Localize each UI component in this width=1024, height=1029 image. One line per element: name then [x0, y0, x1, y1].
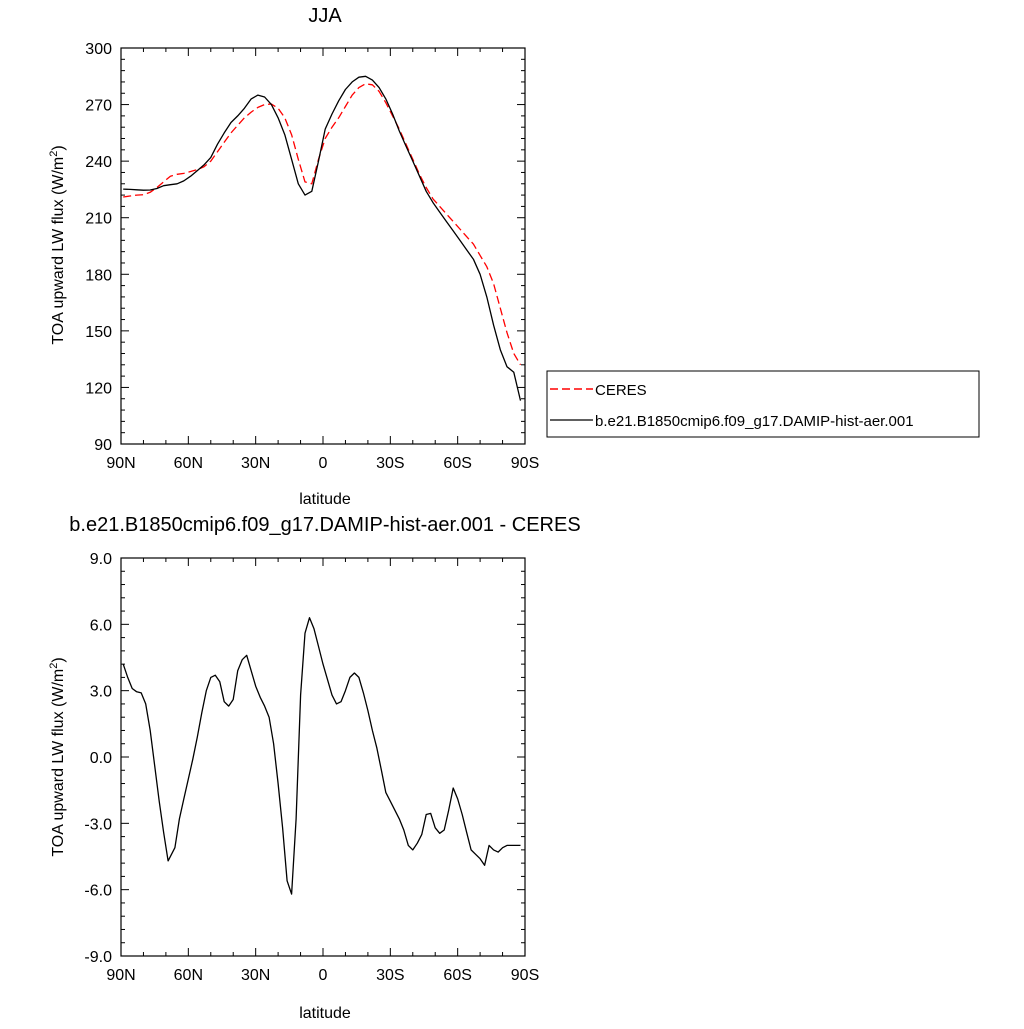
bottom-y-axis-label: TOA upward LW flux (W/m2)	[48, 657, 67, 856]
y-tick-label: 180	[85, 267, 112, 284]
y-tick-label: 240	[85, 154, 112, 171]
x-tick-label: 60N	[174, 455, 203, 472]
x-tick-label: 0	[319, 455, 328, 472]
x-tick-label: 30N	[241, 455, 270, 472]
legend-label-ceres: CERES	[595, 382, 647, 399]
top-panel: JJA 90N 60N 30N 0 30S 60S 90S 90 120 150 180 210 240…	[48, 5, 980, 508]
x-tick-label: 90N	[106, 967, 135, 984]
top-chart-title: JJA	[308, 5, 342, 27]
bottom-x-axis-label: latitude	[299, 1005, 351, 1022]
x-tick-label: 30S	[376, 967, 404, 984]
x-tick-label: 30N	[241, 967, 270, 984]
y-tick-label: -9.0	[84, 949, 112, 966]
y-tick-label: 9.0	[90, 551, 112, 568]
x-tick-label: 60N	[174, 967, 203, 984]
legend: CERES b.e21.B1850cmip6.f09_g17.DAMIP-his…	[546, 370, 980, 438]
bottom-plot-frame	[120, 557, 526, 957]
x-tick-label: 60S	[443, 455, 471, 472]
y-tick-label: 210	[85, 211, 112, 228]
x-tick-label: 90S	[511, 967, 539, 984]
x-tick-label: 90N	[106, 455, 135, 472]
series-line-model	[123, 75, 522, 401]
bottom-series-lines	[122, 617, 521, 895]
y-tick-label: -6.0	[84, 883, 112, 900]
y-tick-label: -3.0	[84, 816, 112, 833]
y-tick-label: 120	[85, 380, 112, 397]
x-tick-label: 0	[319, 967, 328, 984]
x-tick-label: 60S	[443, 967, 471, 984]
legend-label-model: b.e21.B1850cmip6.f09_g17.DAMIP-hist-aer.…	[595, 413, 914, 430]
y-tick-label: 150	[85, 324, 112, 341]
top-axis-ticks: 90N 60N 30N 0 30S 60S 90S 90 120 150 180 210 240 270 3…	[85, 41, 539, 472]
y-tick-label: 3.0	[90, 684, 112, 701]
top-y-axis-label: TOA upward LW flux (W/m2)	[48, 145, 67, 344]
top-series-lines	[123, 75, 522, 401]
top-x-axis-label: latitude	[299, 491, 351, 508]
bottom-chart-title: b.e21.B1850cmip6.f09_g17.DAMIP-hist-aer.…	[69, 514, 580, 536]
x-tick-label: 90S	[511, 455, 539, 472]
bottom-axis-ticks: 90N 60N 30N 0 30S 60S 90S -9.0 -6.0 -3.0 0.0 3.0 6.0…	[84, 551, 539, 984]
y-tick-label: 90	[94, 437, 112, 454]
y-tick-label: 0.0	[90, 750, 112, 767]
x-tick-label: 30S	[376, 455, 404, 472]
y-tick-label: 6.0	[90, 617, 112, 634]
series-line-ceres	[123, 83, 522, 366]
y-tick-label: 270	[85, 98, 112, 115]
series-line-difference	[122, 617, 521, 895]
y-tick-label: 300	[85, 41, 112, 58]
legend-frame	[546, 370, 980, 438]
bottom-panel: b.e21.B1850cmip6.f09_g17.DAMIP-hist-aer.…	[48, 514, 581, 1022]
